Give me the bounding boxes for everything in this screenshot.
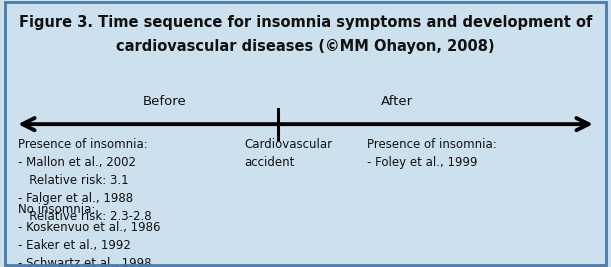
Text: Cardiovascular
accident: Cardiovascular accident bbox=[244, 138, 332, 168]
Text: No insomnia:
- Koskenvuo et al., 1986
- Eaker et al., 1992
- Schwartz et al., 19: No insomnia: - Koskenvuo et al., 1986 - … bbox=[18, 203, 161, 267]
Text: After: After bbox=[381, 95, 413, 108]
Text: Figure 3. Time sequence for insomnia symptoms and development of: Figure 3. Time sequence for insomnia sym… bbox=[19, 15, 592, 30]
Text: cardiovascular diseases (©MM Ohayon, 2008): cardiovascular diseases (©MM Ohayon, 200… bbox=[116, 39, 495, 54]
Text: Presence of insomnia:
- Foley et al., 1999: Presence of insomnia: - Foley et al., 19… bbox=[367, 138, 496, 168]
Text: Presence of insomnia:
- Mallon et al., 2002
   Relative risk: 3.1
- Falger et al: Presence of insomnia: - Mallon et al., 2… bbox=[18, 138, 152, 222]
Text: Before: Before bbox=[143, 95, 187, 108]
